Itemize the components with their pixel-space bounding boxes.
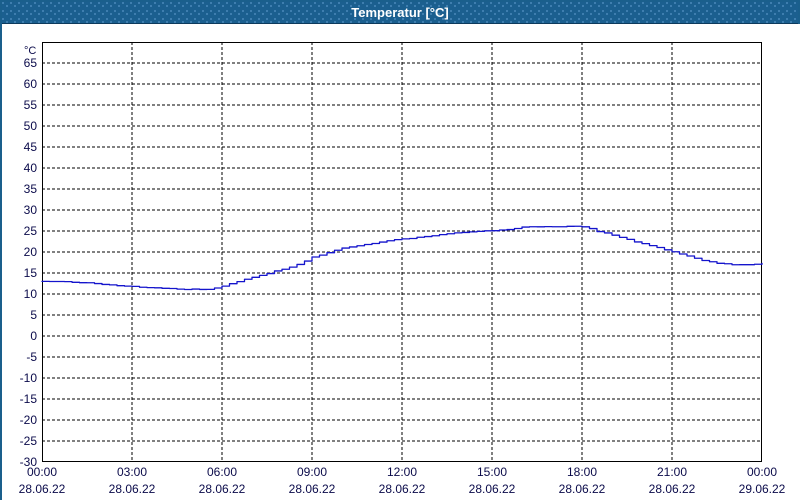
svg-text:55: 55 [24,98,38,112]
svg-text:28.06.22: 28.06.22 [289,482,336,496]
svg-text:03:00: 03:00 [117,465,147,479]
svg-text:25: 25 [24,224,38,238]
svg-text:0: 0 [30,329,37,343]
svg-text:45: 45 [24,140,38,154]
svg-text:18:00: 18:00 [567,465,597,479]
svg-text:12:00: 12:00 [387,465,417,479]
svg-text:65: 65 [24,56,38,70]
svg-text:50: 50 [24,119,38,133]
svg-text:28.06.22: 28.06.22 [109,482,156,496]
svg-text:09:00: 09:00 [297,465,327,479]
svg-text:29.06.22: 29.06.22 [739,482,786,496]
svg-text:28.06.22: 28.06.22 [19,482,66,496]
svg-text:21:00: 21:00 [657,465,687,479]
svg-text:5: 5 [30,308,37,322]
svg-text:35: 35 [24,182,38,196]
svg-text:15:00: 15:00 [477,465,507,479]
svg-text:00:00: 00:00 [27,465,57,479]
svg-text:30: 30 [24,203,38,217]
svg-text:00:00: 00:00 [747,465,777,479]
svg-text:-15: -15 [20,392,38,406]
svg-text:28.06.22: 28.06.22 [199,482,246,496]
svg-text:-10: -10 [20,371,38,385]
svg-text:15: 15 [24,266,38,280]
svg-text:-5: -5 [26,350,37,364]
svg-text:60: 60 [24,77,38,91]
svg-text:20: 20 [24,245,38,259]
svg-text:28.06.22: 28.06.22 [649,482,696,496]
svg-text:28.06.22: 28.06.22 [559,482,606,496]
svg-text:°C: °C [24,45,36,57]
svg-text:28.06.22: 28.06.22 [379,482,426,496]
svg-text:40: 40 [24,161,38,175]
svg-text:-25: -25 [20,434,38,448]
svg-text:-20: -20 [20,413,38,427]
svg-text:10: 10 [24,287,38,301]
svg-text:28.06.22: 28.06.22 [469,482,516,496]
svg-text:06:00: 06:00 [207,465,237,479]
